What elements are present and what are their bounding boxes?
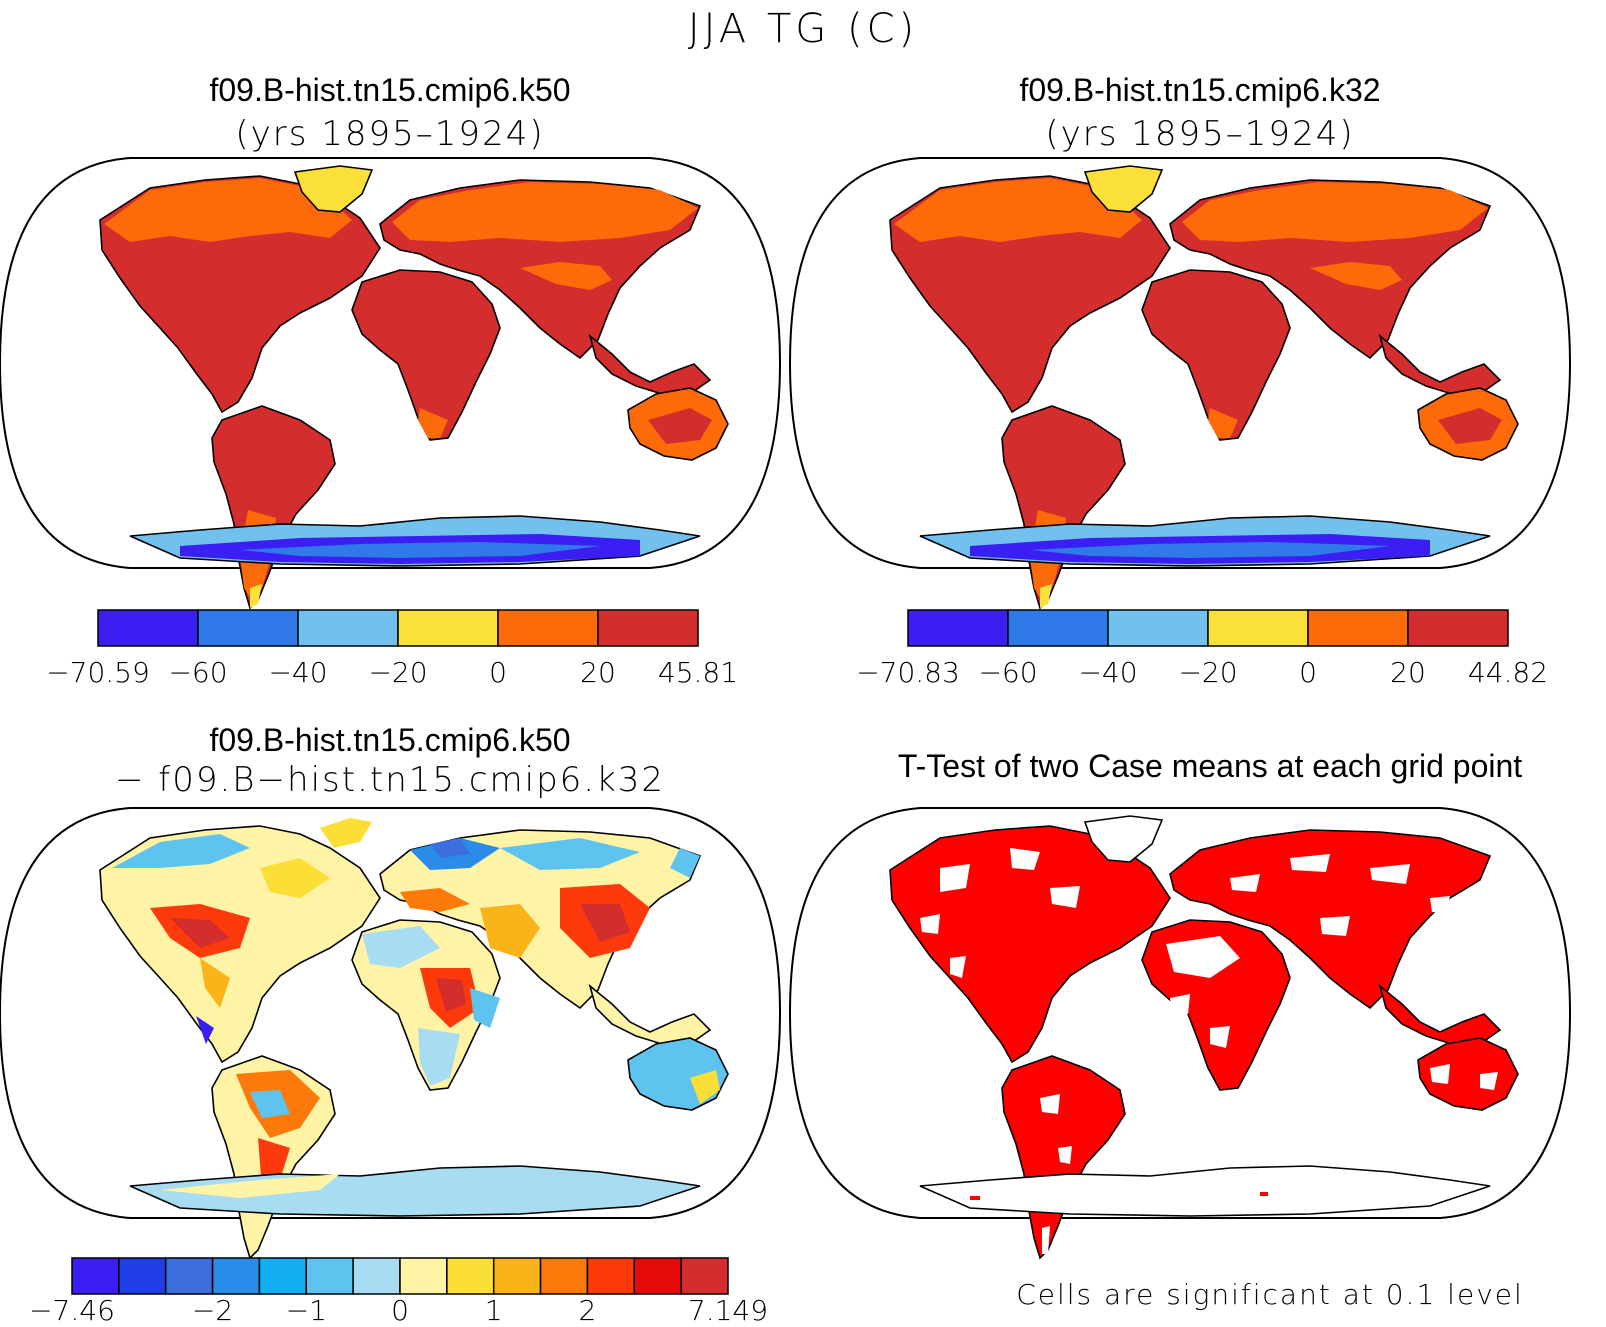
panel3-subtitle: − f09.B−hist.tn15.cmip6.k32 — [114, 760, 666, 800]
map-panel-4 — [788, 807, 1572, 1259]
panel4-title: T-Test of two Case means at each grid po… — [897, 748, 1523, 784]
colorbar-tick-label: 0 — [391, 1294, 409, 1327]
colorbar-tick-label: −20 — [1178, 656, 1237, 689]
colorbar-swatch — [446, 1257, 495, 1295]
colorbar-swatch — [1107, 609, 1209, 647]
colorbar-swatch — [539, 1257, 589, 1295]
map-panel-2 — [788, 157, 1572, 609]
figure-title: JJA TG (C) — [687, 6, 919, 52]
colorbar-swatch — [305, 1257, 354, 1295]
colorbar-swatch — [1307, 609, 1409, 647]
colorbar-tick-label: 20 — [1390, 656, 1426, 689]
colorbar-swatch — [197, 609, 299, 647]
colorbar-swatch — [597, 609, 699, 647]
panel1-subtitle: (yrs 1895–1924) — [235, 114, 545, 154]
panel3-title: f09.B-hist.tn15.cmip6.k50 — [209, 722, 571, 758]
colorbar-swatch — [1007, 609, 1109, 647]
colorbar-swatch — [1207, 609, 1309, 647]
colorbar-swatch — [164, 1257, 214, 1295]
colorbar-swatch — [397, 609, 499, 647]
colorbar-swatch — [399, 1257, 448, 1295]
map-panel-3 — [0, 807, 782, 1259]
colorbar-tick-label: −40 — [1078, 656, 1137, 689]
colorbar-tick-label: −1 — [286, 1294, 327, 1327]
colorbar-panel-1: −70.59 −60 −40 −20 0 20 45.81 — [46, 609, 738, 689]
colorbar-tick-label: 45.81 — [658, 656, 738, 689]
colorbar-swatch — [586, 1257, 636, 1295]
colorbar-tick-label: −60 — [978, 656, 1037, 689]
significance-note: Cells are significant at 0.1 level — [1016, 1278, 1524, 1311]
colorbar-tick-label: −70.83 — [856, 656, 960, 689]
colorbar-panel-3: −7.46 −2 −1 0 1 2 7.149 — [29, 1257, 768, 1327]
colorbars: −70.59 −60 −40 −20 0 20 45.81 −70.83 −60 −40 −20 0 2… — [29, 609, 1548, 1327]
panel2-subtitle: (yrs 1895–1924) — [1045, 114, 1355, 154]
colorbar-swatch — [211, 1257, 261, 1295]
colorbar-swatch — [352, 1257, 401, 1295]
colorbar-tick-label: 0 — [489, 656, 507, 689]
colorbar-panel-2: −70.83 −60 −40 −20 0 20 44.82 — [856, 609, 1548, 689]
map-panel-1 — [0, 157, 782, 609]
colorbar-swatch — [118, 1257, 167, 1295]
panel2-title: f09.B-hist.tn15.cmip6.k32 — [1019, 72, 1381, 108]
colorbar-tick-label: −7.46 — [29, 1294, 115, 1327]
colorbar-tick-label: 0 — [1299, 656, 1317, 689]
colorbar-tick-label: 44.82 — [1468, 656, 1548, 689]
colorbar-swatch — [258, 1257, 308, 1295]
colorbar-tick-label: −20 — [368, 656, 427, 689]
colorbar-swatch — [497, 609, 599, 647]
colorbar-tick-label: −70.59 — [46, 656, 150, 689]
colorbar-swatch — [492, 1257, 542, 1295]
colorbar-tick-label: −60 — [168, 656, 227, 689]
colorbar-tick-label: 20 — [580, 656, 616, 689]
colorbar-swatch — [297, 609, 399, 647]
colorbar-swatch — [97, 609, 199, 647]
colorbar-swatch — [907, 609, 1009, 647]
colorbar-tick-label: −40 — [268, 656, 327, 689]
panel1-title: f09.B-hist.tn15.cmip6.k50 — [209, 72, 571, 108]
colorbar-swatch — [680, 1257, 729, 1295]
colorbar-tick-label: −2 — [192, 1294, 233, 1327]
colorbar-swatch — [71, 1257, 120, 1295]
colorbar-tick-label: 7.149 — [688, 1294, 768, 1327]
colorbar-tick-label: 2 — [579, 1294, 597, 1327]
colorbar-tick-label: 1 — [485, 1294, 503, 1327]
colorbar-swatch — [633, 1257, 682, 1295]
colorbar-swatch — [1407, 609, 1509, 647]
